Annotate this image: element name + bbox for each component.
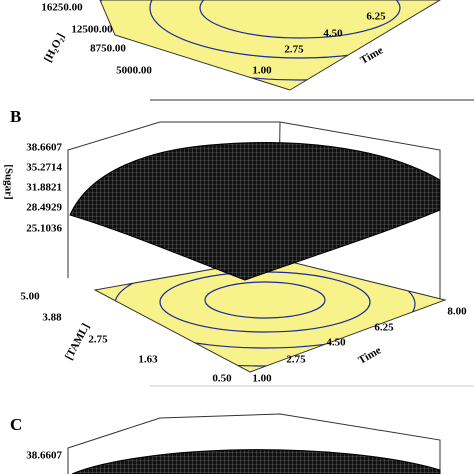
axis-label: [H₂O₂] (42, 31, 67, 64)
contour (199, 0, 401, 39)
tick-label: 1.00 (252, 373, 272, 385)
contour-floor (99, 0, 441, 91)
contour (95, 258, 445, 367)
tick-label: 2.75 (284, 44, 304, 56)
tick-label: 1.63 (138, 354, 158, 366)
panel-a: 16250.00 12500.00 8750.00 5000.00 [H₂O₂]… (41, 0, 474, 101)
tick-label: 0.50 (212, 373, 232, 385)
tick-label: 5000.00 (116, 65, 152, 77)
tick-label: 35.2714 (26, 162, 62, 174)
contour (204, 281, 326, 319)
frame (67, 121, 441, 300)
tick-label: 3.88 (42, 312, 62, 324)
contour (100, 0, 440, 81)
axis-label: Time (356, 344, 383, 367)
panel-b: B 38.6607 35.2714 31.8821 28.4929 25.103… (2, 107, 474, 387)
panel-label: B (10, 107, 21, 126)
tick-label: 4.50 (323, 28, 343, 40)
tick-label: 38.6607 (26, 142, 62, 154)
frame (67, 413, 441, 474)
response-surface (71, 449, 441, 474)
panel-label: C (10, 415, 22, 434)
tick-label: 1.00 (252, 65, 272, 77)
tick-label: 2.75 (88, 334, 108, 346)
tick-label: 38.6607 (26, 450, 62, 462)
tick-label: 6.25 (366, 11, 386, 23)
tick-label: 5.00 (20, 291, 40, 303)
tick-label: 31.8821 (26, 182, 62, 194)
tick-label: 8.00 (447, 306, 467, 318)
tick-label: 16250.00 (41, 2, 83, 14)
tick-label: 2.75 (286, 354, 306, 366)
axis-label: [Sugar] (2, 164, 14, 199)
tick-label: 6.25 (374, 322, 394, 334)
tick-label: 12500.00 (71, 24, 113, 36)
response-surface (69, 142, 441, 281)
axis-label: Time (358, 44, 385, 67)
contour (149, 0, 440, 59)
tick-label: 28.4929 (26, 202, 62, 214)
tick-label: 25.1036 (26, 223, 62, 235)
panel-c: C 38.6607 (10, 413, 441, 474)
tick-label: 4.50 (326, 337, 346, 349)
tick-label: 8750.00 (90, 43, 126, 55)
